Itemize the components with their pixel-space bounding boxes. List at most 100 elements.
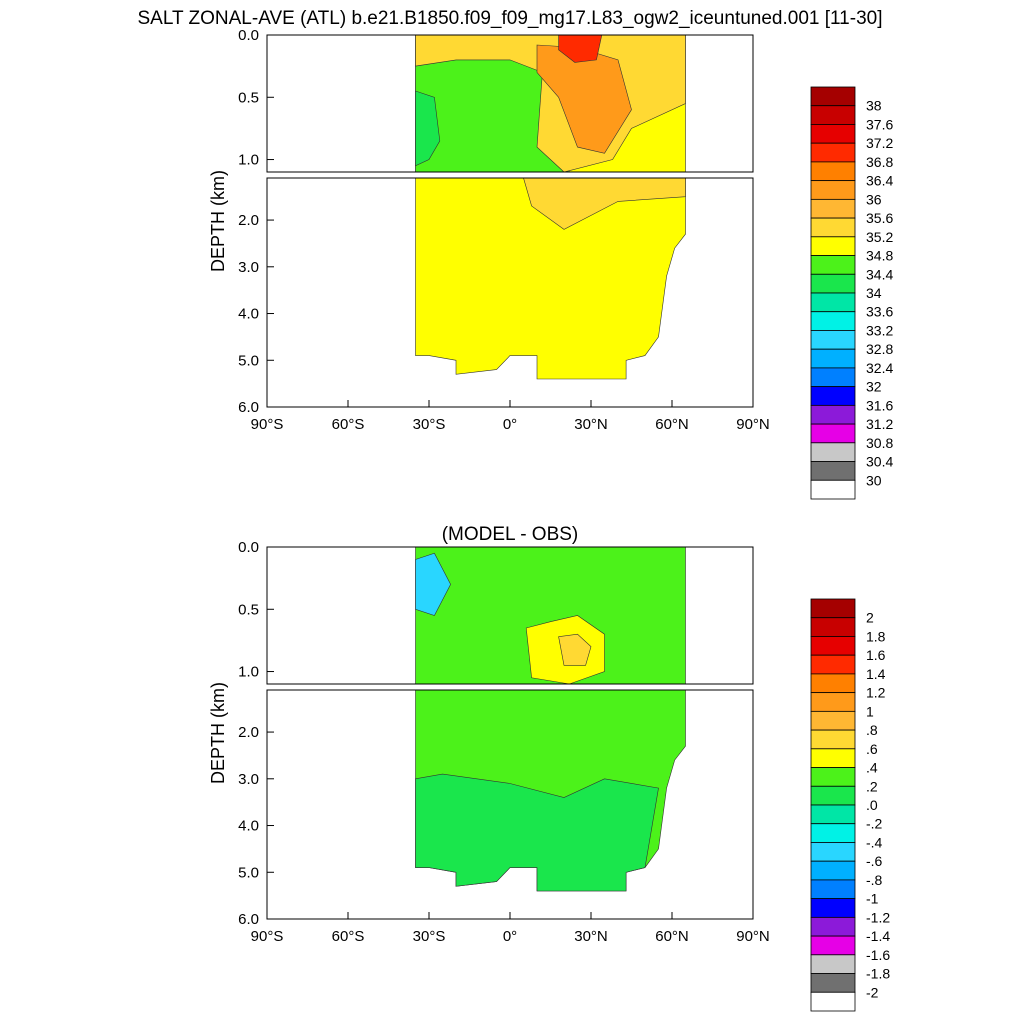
colorbar-label: 33.2	[866, 322, 893, 338]
x-tick-label: 0°	[503, 416, 517, 433]
x-tick-label: 30°N	[574, 416, 608, 433]
colorbar-swatch	[810, 785, 856, 806]
y-tick-label: 5.0	[238, 352, 259, 369]
difference-panel: 90°S 60°S 30°S 0° 30°N 60°N 90°N0.00.51.02.03.…	[208, 539, 890, 1012]
colorbar-swatch	[810, 217, 856, 238]
figure-title: SALT ZONAL-AVE (ATL) b.e21.B1850.f09_f09…	[137, 8, 882, 29]
y-tick-label: 0.5	[238, 89, 259, 106]
colorbar-label: .2	[866, 778, 878, 794]
colorbar-label: 2	[866, 610, 874, 626]
colorbar-label: 37.6	[866, 116, 893, 132]
colorbar-label: 36	[866, 191, 882, 207]
colorbar-label: -.8	[866, 872, 883, 888]
colorbar-swatch	[810, 823, 856, 843]
data-fill-lower	[415, 177, 686, 380]
colorbar-swatch	[810, 86, 856, 107]
colorbar-swatch	[810, 348, 856, 369]
colorbar-label: 31.6	[866, 397, 893, 413]
colorbar-swatch	[810, 404, 856, 425]
colorbar-label: 32	[866, 379, 882, 395]
colorbar-label: .4	[866, 760, 878, 776]
colorbar-swatch	[810, 617, 856, 637]
colorbar-label: 30	[866, 472, 882, 488]
y-tick-label: 2.0	[238, 724, 259, 741]
colorbar-swatch	[810, 916, 856, 937]
x-tick-label: 30°N	[574, 928, 608, 945]
colorbar-label: 1.4	[866, 666, 886, 682]
colorbar-label: 34	[866, 285, 882, 301]
colorbar-label: -1.8	[866, 966, 890, 982]
colorbar-label: -1.6	[866, 947, 890, 963]
lower-negative-band	[415, 773, 659, 892]
colorbar-swatch	[810, 729, 856, 750]
colorbar-label: 36.8	[866, 154, 893, 170]
colorbar-label: .6	[866, 741, 878, 757]
colorbar-swatch	[810, 180, 856, 200]
colorbar-label: 1	[866, 703, 874, 719]
colorbar-label: 30.8	[866, 435, 893, 451]
colorbar-label: 34.4	[866, 266, 893, 282]
colorbar-label: .0	[866, 797, 878, 813]
colorbar-swatch	[810, 236, 856, 256]
colorbar-swatch	[810, 161, 856, 182]
colorbar-swatch	[810, 767, 856, 787]
y-tick-label: 0.5	[238, 601, 259, 618]
colorbar-swatch	[810, 423, 856, 444]
y-tick-label: 4.0	[238, 306, 259, 323]
y-tick-label: 5.0	[238, 864, 259, 881]
y-tick-label: 4.0	[238, 818, 259, 835]
colorbar-label: -1.4	[866, 928, 890, 944]
colorbar-label: 35.2	[866, 229, 893, 245]
panel-title-diff: (MODEL - OBS)	[442, 524, 579, 545]
upper-frame	[266, 546, 754, 685]
y-tick-label: 1.0	[238, 152, 259, 169]
colorbar-swatch	[810, 879, 856, 900]
colorbar-swatch	[810, 198, 856, 219]
colorbar-swatch	[810, 804, 856, 825]
colorbar-label: 36.4	[866, 173, 893, 189]
colorbar-label: 1.6	[866, 647, 886, 663]
y-tick-label: 0.0	[238, 539, 259, 556]
upper-frame	[266, 34, 754, 173]
colorbar-label: 37.2	[866, 135, 893, 151]
colorbar-label: -.6	[866, 853, 883, 869]
colorbar-swatch	[810, 710, 856, 731]
colorbar-label: 33.6	[866, 304, 893, 320]
colorbar-swatch	[810, 748, 856, 768]
colorbar-swatch	[810, 442, 856, 462]
colorbar-label: -.4	[866, 834, 883, 850]
colorbar-label: 1.8	[866, 628, 886, 644]
colorbar-swatch	[810, 991, 856, 1012]
colorbar-label: .8	[866, 722, 878, 738]
x-tick-label: 0°	[503, 928, 517, 945]
colorbar-label: -2	[866, 984, 879, 1000]
y-tick-label: 1.0	[238, 664, 259, 681]
y-tick-label: 3.0	[238, 771, 259, 788]
colorbar-label: 30.4	[866, 454, 893, 470]
x-tick-label: 90°S	[251, 416, 284, 433]
colorbar-swatch	[810, 367, 856, 388]
x-tick-label: 60°N	[655, 416, 689, 433]
colorbar-label: 1.2	[866, 685, 886, 701]
colorbar-swatch	[810, 386, 856, 406]
colorbar-swatch	[810, 273, 856, 294]
southern-negative-anomaly	[415, 552, 451, 616]
x-tick-label: 60°N	[655, 928, 689, 945]
colorbar-swatch	[810, 935, 856, 956]
y-tick-label: 3.0	[238, 259, 259, 276]
colorbar-label: 32.8	[866, 341, 893, 357]
colorbar-swatch	[810, 311, 856, 331]
colorbar-swatch	[810, 860, 856, 881]
colorbar-label: 31.2	[866, 416, 893, 432]
colorbar-swatch	[810, 692, 856, 712]
x-tick-label: 60°S	[332, 416, 365, 433]
colorbar-swatch	[810, 673, 856, 694]
colorbar-swatch	[810, 973, 856, 993]
colorbar-label: -1.2	[866, 909, 890, 925]
colorbar-swatch	[810, 636, 856, 656]
y-axis-label: DEPTH (km)	[208, 682, 228, 784]
colorbar-label: -.2	[866, 816, 883, 832]
x-tick-label: 30°S	[413, 928, 446, 945]
colorbar-label: 38	[866, 98, 882, 114]
colorbar-swatch	[810, 292, 856, 313]
